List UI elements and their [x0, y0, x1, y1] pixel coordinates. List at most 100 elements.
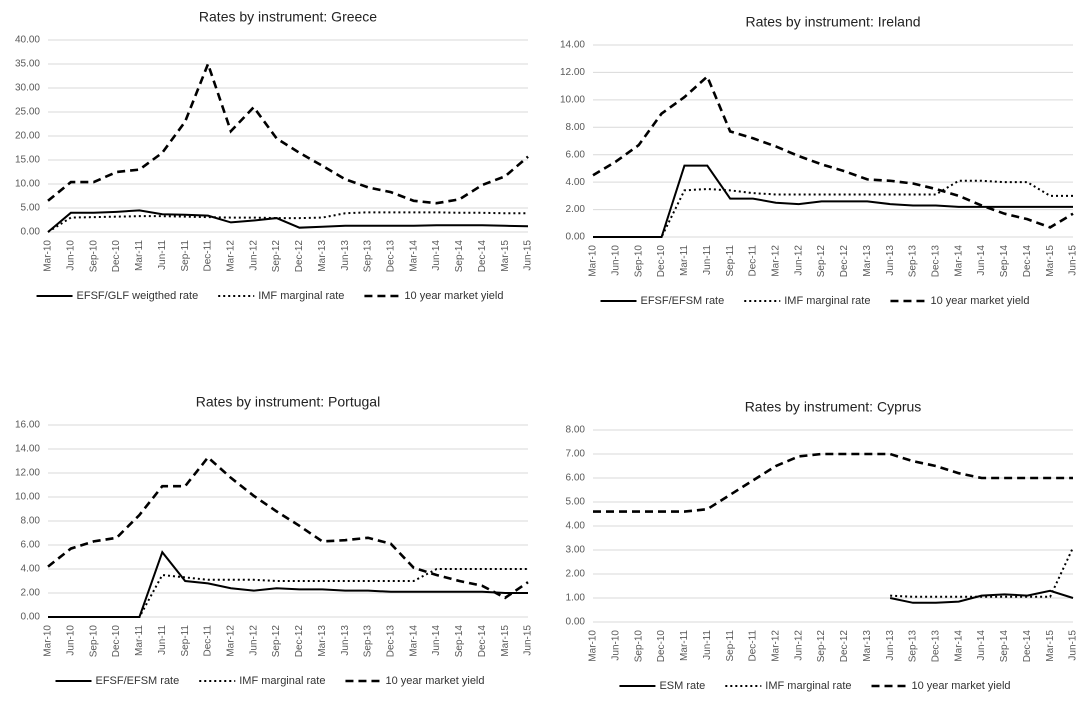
legend-label: ESM rate [659, 680, 705, 692]
x-tick-label: Jun-12 [793, 245, 804, 276]
legend-label: 10 year market yield [404, 290, 503, 302]
x-tick-label: Dec-10 [111, 625, 122, 658]
y-tick-label: 6.00 [566, 473, 586, 484]
x-tick-label: Mar-14 [953, 630, 964, 662]
legend-label: IMF marginal rate [765, 680, 851, 692]
x-tick-label: Mar-13 [317, 625, 328, 657]
y-tick-label: 10.00 [15, 179, 40, 190]
y-tick-label: 7.00 [566, 449, 586, 460]
chart: Rates by instrument: Cyprus 0.00 1.00 2.00 3… [566, 399, 1079, 692]
x-tick-label: Sep-14 [454, 625, 465, 658]
x-tick-label: Jun-14 [431, 240, 442, 271]
x-tick-label: Sep-10 [88, 625, 99, 658]
x-tick-label: Mar-15 [500, 240, 511, 272]
x-tick-label: Mar-10 [588, 245, 599, 277]
x-tick-label: Jun-10 [65, 625, 76, 656]
y-tick-label: 0.00 [21, 227, 41, 238]
series-line [48, 550, 528, 618]
y-tick-label: 6.00 [566, 149, 586, 160]
x-tick-label: Mar-15 [1045, 245, 1056, 277]
x-tick-label: Jun-11 [702, 245, 713, 275]
x-tick-label: Jun-13 [885, 245, 896, 276]
x-tick-label: Dec-11 [203, 625, 214, 657]
y-tick-label: 4.00 [566, 177, 586, 188]
x-tick-label: Sep-14 [454, 240, 465, 273]
legend-label: 10 year market yield [385, 675, 484, 687]
x-tick-label: Sep-10 [633, 630, 644, 663]
y-tick-label: 14.00 [15, 444, 40, 455]
series-line [890, 547, 1074, 598]
x-tick-label: Sep-10 [633, 245, 644, 278]
y-tick-label: 1.00 [566, 593, 586, 604]
chart-panel: Rates by instrument: Portugal 0.00 2.00 4.0… [0, 385, 540, 698]
x-tick-label: Dec-13 [385, 625, 396, 658]
y-tick-label: 0.00 [21, 612, 41, 623]
y-tick-label: 12.00 [560, 67, 585, 78]
x-tick-label: Jun-15 [523, 240, 534, 271]
x-tick-label: Jun-10 [610, 630, 621, 661]
series-line [48, 568, 528, 618]
x-tick-label: Mar-10 [588, 630, 599, 662]
x-tick-label: Dec-13 [930, 245, 941, 278]
x-tick-label: Mar-12 [225, 240, 236, 272]
x-tick-label: Mar-15 [1045, 630, 1056, 662]
x-tick-label: Jun-13 [340, 625, 351, 656]
y-tick-label: 20.00 [15, 131, 40, 142]
x-tick-label: Dec-13 [385, 240, 396, 273]
x-tick-label: Sep-10 [88, 240, 99, 273]
x-tick-label: Jun-13 [885, 630, 896, 661]
x-tick-label: Jun-10 [65, 240, 76, 271]
x-tick-label: Sep-12 [271, 625, 282, 658]
x-tick-label: Jun-11 [157, 625, 168, 655]
x-tick-label: Mar-12 [770, 245, 781, 277]
x-tick-label: Mar-11 [134, 240, 145, 271]
x-tick-label: Sep-12 [816, 630, 827, 663]
y-tick-label: 5.00 [566, 497, 586, 508]
y-tick-label: 10.00 [15, 492, 40, 503]
x-tick-label: Mar-13 [862, 245, 873, 277]
x-tick-label: Jun-14 [431, 625, 442, 656]
chart-title: Rates by instrument: Greece [199, 9, 377, 25]
x-tick-label: Jun-12 [793, 630, 804, 661]
chart: Rates by instrument: Portugal 0.00 2.00 4.0… [15, 394, 534, 687]
x-tick-label: Mar-10 [43, 240, 54, 272]
x-tick-label: Jun-15 [1068, 630, 1079, 661]
y-tick-label: 35.00 [15, 59, 40, 70]
legend-label: 10 year market yield [930, 295, 1029, 307]
x-tick-label: Dec-12 [294, 625, 305, 658]
chart-panel: Rates by instrument: Greece 0.00 5.00 10.00… [0, 0, 540, 313]
chart-title: Rates by instrument: Cyprus [745, 399, 922, 415]
x-tick-label: Jun-15 [523, 625, 534, 656]
y-tick-label: 5.00 [21, 203, 41, 214]
x-tick-label: Dec-14 [1022, 630, 1033, 663]
y-tick-label: 3.00 [566, 545, 586, 556]
y-tick-label: 0.00 [566, 232, 586, 243]
legend-label: EFSF/EFSM rate [641, 295, 725, 307]
x-tick-label: Sep-14 [999, 245, 1010, 278]
series-line [889, 589, 1074, 604]
x-tick-label: Mar-12 [770, 630, 781, 662]
x-tick-label: Jun-11 [702, 630, 713, 660]
x-tick-label: Dec-14 [1022, 245, 1033, 278]
chart: Rates by instrument: Ireland 0.00 2.00 4.00… [560, 14, 1079, 307]
x-tick-label: Sep-14 [999, 630, 1010, 663]
legend-label: EFSF/EFSM rate [96, 675, 180, 687]
x-tick-label: Dec-10 [111, 240, 122, 273]
y-tick-label: 2.00 [21, 588, 41, 599]
x-tick-label: Sep-12 [816, 245, 827, 278]
y-tick-label: 30.00 [15, 83, 40, 94]
x-tick-label: Mar-10 [43, 625, 54, 657]
x-tick-label: Mar-13 [317, 240, 328, 272]
x-tick-label: Dec-12 [839, 245, 850, 278]
x-tick-label: Sep-13 [908, 630, 919, 663]
y-tick-label: 40.00 [15, 35, 40, 46]
x-tick-label: Dec-13 [930, 630, 941, 663]
x-tick-label: Sep-11 [725, 630, 736, 662]
x-tick-label: Jun-14 [976, 245, 987, 276]
y-tick-label: 2.00 [566, 569, 586, 580]
series-line [593, 164, 1073, 238]
chart-panel: Rates by instrument: Ireland 0.00 2.00 4.00… [545, 5, 1085, 318]
x-tick-label: Dec-11 [748, 630, 759, 662]
legend-label: IMF marginal rate [784, 295, 870, 307]
series-line [593, 452, 1073, 513]
